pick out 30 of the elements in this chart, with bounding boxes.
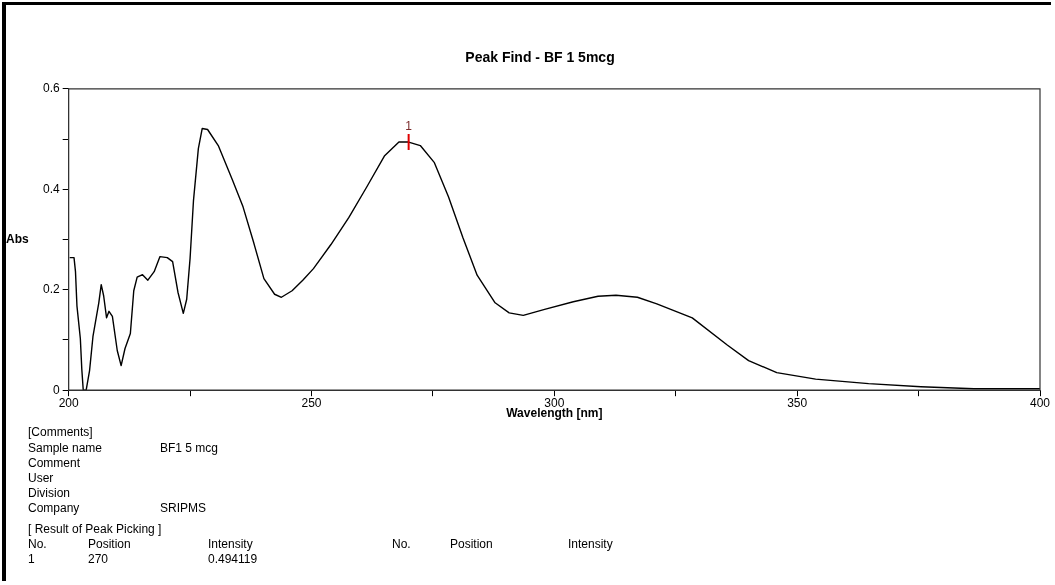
y-tick-label: 0.6 bbox=[42, 81, 60, 96]
y-tick-label: 0.2 bbox=[42, 282, 60, 297]
y-axis-title: Abs bbox=[6, 231, 30, 246]
text: Intensity bbox=[568, 537, 613, 551]
text: No. bbox=[392, 537, 411, 551]
y-tick-label: 0 bbox=[52, 382, 60, 397]
text: [Comments] bbox=[28, 425, 93, 439]
text: Intensity bbox=[208, 537, 253, 551]
text: Division bbox=[28, 486, 71, 500]
text: 1 bbox=[28, 552, 35, 566]
x-axis-title: Wavelength [nm] bbox=[506, 406, 603, 421]
chart-title: Peak Find - BF 1 5mcg bbox=[465, 49, 615, 66]
x-tick-label: 350 bbox=[787, 395, 808, 410]
x-tick-label: 400 bbox=[1029, 395, 1051, 410]
text: 0.494119 bbox=[208, 552, 258, 566]
text: Position bbox=[450, 537, 493, 551]
text: 270 bbox=[88, 552, 109, 566]
text: [ Result of Peak Picking ] bbox=[28, 522, 162, 536]
text: Company bbox=[28, 501, 80, 515]
x-tick-label: 200 bbox=[58, 395, 80, 410]
text: BF1 5 mcg bbox=[160, 441, 219, 455]
text: No. bbox=[28, 537, 47, 551]
text: Position bbox=[88, 537, 131, 551]
x-tick-label: 250 bbox=[301, 395, 322, 410]
annotation: 1 bbox=[405, 119, 413, 134]
text: Sample name bbox=[28, 441, 103, 455]
text: User bbox=[28, 471, 54, 485]
y-tick-label: 0.4 bbox=[42, 181, 60, 196]
text: Comment bbox=[28, 456, 81, 470]
text: SRIPMS bbox=[160, 501, 207, 515]
